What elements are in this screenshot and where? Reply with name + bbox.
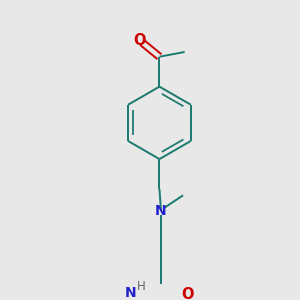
Text: O: O — [134, 33, 146, 48]
Text: N: N — [125, 286, 137, 300]
Text: O: O — [181, 287, 194, 300]
Text: H: H — [137, 280, 146, 293]
Text: N: N — [155, 204, 167, 218]
